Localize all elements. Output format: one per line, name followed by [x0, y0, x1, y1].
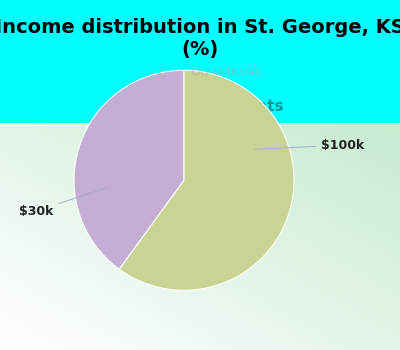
Wedge shape	[74, 70, 184, 269]
Text: Multirace residents: Multirace residents	[117, 99, 283, 114]
Text: City-Data.com: City-Data.com	[191, 66, 261, 77]
Text: $100k: $100k	[255, 139, 365, 152]
Text: Income distribution in St. George, KS
(%): Income distribution in St. George, KS (%…	[0, 18, 400, 60]
Text: ⓘ: ⓘ	[160, 66, 166, 77]
Wedge shape	[119, 70, 294, 290]
Text: $30k: $30k	[19, 187, 110, 218]
